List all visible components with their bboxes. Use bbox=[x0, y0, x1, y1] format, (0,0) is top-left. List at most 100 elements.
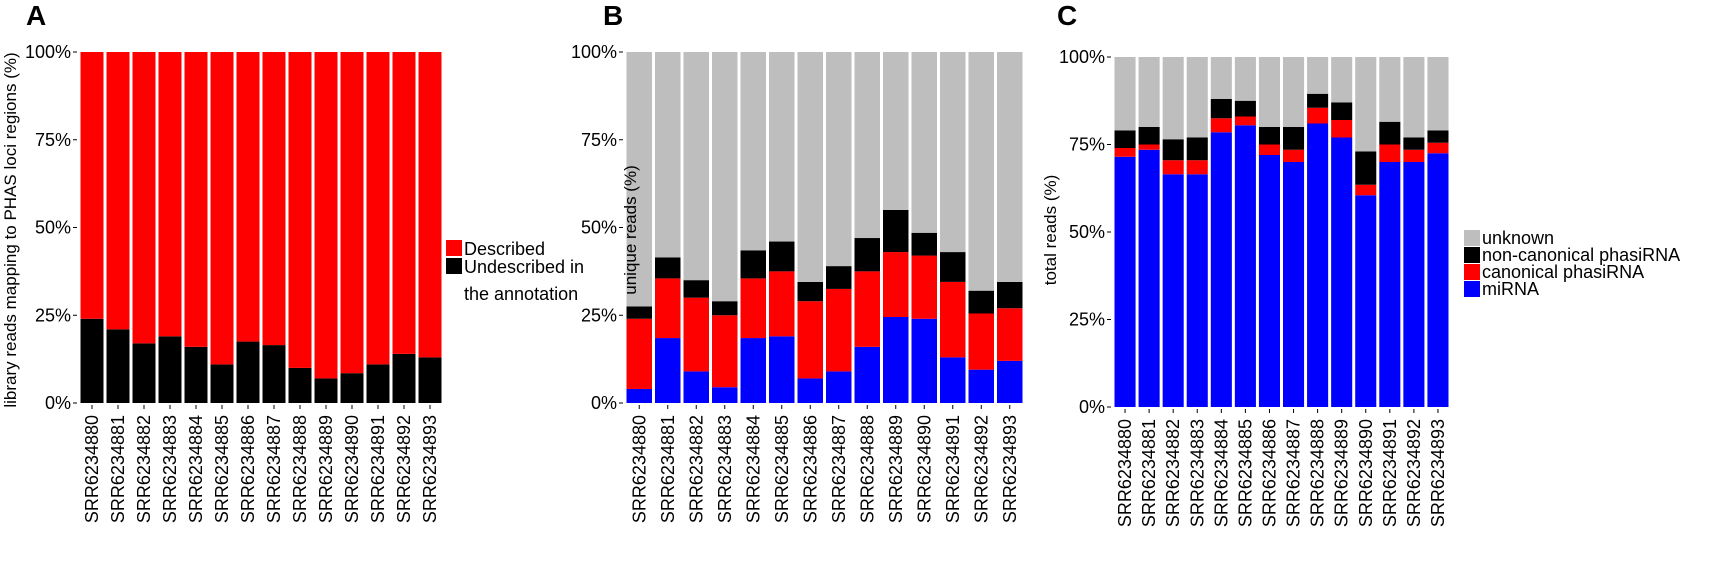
panel-a-ytick-label: 75% bbox=[35, 130, 71, 150]
panel-a-xtick-label: SRR6234885 bbox=[212, 415, 232, 523]
panel-c-xtick-label: SRR6234889 bbox=[1332, 419, 1352, 527]
panel-b-xtick-label: SRR6234881 bbox=[658, 415, 678, 523]
panel-b-bar-non-canonical-phasirna-srr6234889 bbox=[883, 209, 909, 253]
panel-c-bar-unknown-srr6234893 bbox=[1427, 57, 1449, 131]
panel-b-bar-unknown-srr6234891 bbox=[940, 52, 966, 253]
panel-b-xtick-label: SRR6234885 bbox=[772, 415, 792, 523]
panel-b-ytick-label: 75% bbox=[581, 130, 617, 150]
panel-a-xtick-label: SRR6234892 bbox=[394, 415, 414, 523]
panel-c-bar-unknown-srr6234888 bbox=[1307, 57, 1329, 94]
panel-b-xtick-label: SRR6234887 bbox=[829, 415, 849, 523]
panel-a-xtick-label: SRR6234880 bbox=[82, 415, 102, 523]
panel-c-bar-mirna-srr6234885 bbox=[1234, 125, 1256, 407]
panel-a-bar-described-srr6234883 bbox=[158, 52, 182, 337]
panel-c-bar-mirna-srr6234882 bbox=[1162, 174, 1184, 407]
panel-a-bar-undescribed-in-the-annotation-srr6234883 bbox=[158, 336, 182, 403]
panel-a-bar-described-srr6234893 bbox=[418, 52, 442, 358]
panel-a-xtick-label: SRR6234890 bbox=[342, 415, 362, 523]
panel-b-bar-canonical-phasirna-srr6234883 bbox=[712, 315, 738, 388]
panel-b-bar-non-canonical-phasirna-srr6234886 bbox=[797, 281, 823, 302]
panel-a-bar-described-srr6234887 bbox=[262, 52, 286, 346]
panel-c-y-axis-title: total reads (%) bbox=[1041, 175, 1060, 286]
panel-b-bar-canonical-phasirna-srr6234887 bbox=[826, 288, 852, 372]
panel-c-xtick-label: SRR6234893 bbox=[1428, 419, 1448, 527]
panel-b-bar-mirna-srr6234889 bbox=[883, 317, 909, 403]
panel-b-bar-canonical-phasirna-srr6234880 bbox=[626, 318, 652, 389]
panel-a-bar-undescribed-in-the-annotation-srr6234892 bbox=[392, 353, 416, 403]
panel-b-bar-non-canonical-phasirna-srr6234881 bbox=[655, 257, 681, 279]
panel-c-bar-canonical-phasirna-srr6234884 bbox=[1210, 118, 1232, 133]
panel-b-bar-non-canonical-phasirna-srr6234887 bbox=[826, 266, 852, 289]
panel-a-bar-described-srr6234889 bbox=[314, 52, 338, 379]
panel-c-bar-canonical-phasirna-srr6234882 bbox=[1162, 160, 1184, 175]
panel-a-bar-undescribed-in-the-annotation-srr6234882 bbox=[132, 343, 156, 403]
legend-label-mirna: miRNA bbox=[1482, 279, 1539, 299]
panel-b-bar-non-canonical-phasirna-srr6234880 bbox=[626, 306, 652, 319]
legend-swatch-undescribed bbox=[446, 258, 462, 274]
panel-c-bar-unknown-srr6234882 bbox=[1162, 57, 1184, 140]
panel-c-bar-mirna-srr6234887 bbox=[1283, 162, 1305, 407]
panel-b-bar-mirna-srr6234891 bbox=[940, 357, 966, 403]
panel-b-bar-unknown-srr6234885 bbox=[769, 52, 795, 242]
panel-c-bar-non-canonical-phasirna-srr6234890 bbox=[1355, 151, 1377, 185]
panel-c-bar-canonical-phasirna-srr6234888 bbox=[1307, 107, 1329, 124]
panel-b-bar-non-canonical-phasirna-srr6234892 bbox=[968, 290, 994, 314]
panel-b-bar-mirna-srr6234884 bbox=[740, 338, 766, 403]
panel-a-xtick-label: SRR6234887 bbox=[264, 415, 284, 523]
panel-c-bar-mirna-srr6234884 bbox=[1210, 132, 1232, 407]
panel-a-bar-undescribed-in-the-annotation-srr6234889 bbox=[314, 378, 338, 403]
panel-c-bar-unknown-srr6234891 bbox=[1379, 57, 1401, 122]
panel-b-xtick-label: SRR6234882 bbox=[686, 415, 706, 523]
panel-b-xtick-label: SRR6234891 bbox=[943, 415, 963, 523]
panel-b-bar-unknown-srr6234884 bbox=[740, 52, 766, 251]
panel-a-bar-undescribed-in-the-annotation-srr6234880 bbox=[80, 318, 104, 403]
panel-c-bar-canonical-phasirna-srr6234889 bbox=[1331, 120, 1353, 138]
panel-c-ytick-label: 100% bbox=[1059, 47, 1105, 67]
panel-b-bar-non-canonical-phasirna-srr6234883 bbox=[712, 301, 738, 316]
panel-b-bar-non-canonical-phasirna-srr6234885 bbox=[769, 241, 795, 272]
panel-c-bar-canonical-phasirna-srr6234880 bbox=[1114, 148, 1136, 157]
panel-b-xtick-label: SRR6234886 bbox=[800, 415, 820, 523]
panel-a-bar-undescribed-in-the-annotation-srr6234891 bbox=[366, 364, 390, 403]
panel-c-xtick-label: SRR6234892 bbox=[1404, 419, 1424, 527]
panel-c-bar-mirna-srr6234891 bbox=[1379, 162, 1401, 407]
panel-c-bar-mirna-srr6234880 bbox=[1114, 156, 1136, 407]
panel-c-xtick-label: SRR6234886 bbox=[1259, 419, 1279, 527]
panel-c-bar-non-canonical-phasirna-srr6234891 bbox=[1379, 121, 1401, 145]
panel-a-ytick-label: 0% bbox=[45, 393, 71, 413]
panel-b-bar-unknown-srr6234880 bbox=[626, 52, 652, 307]
panel-b-xtick-label: SRR6234884 bbox=[743, 415, 763, 523]
panel-b-bar-mirna-srr6234882 bbox=[683, 371, 709, 403]
panel-c-bar-unknown-srr6234885 bbox=[1234, 57, 1256, 101]
panel-b-xtick-label: SRR6234888 bbox=[857, 415, 877, 523]
panel-a-ytick-label: 50% bbox=[35, 218, 71, 238]
panel-letter-c: C bbox=[1057, 0, 1077, 31]
panel-b-bar-unknown-srr6234893 bbox=[997, 52, 1023, 282]
panel-c-bar-non-canonical-phasirna-srr6234892 bbox=[1403, 137, 1425, 150]
panel-b-bar-unknown-srr6234881 bbox=[655, 52, 681, 258]
legend-swatch-described bbox=[446, 240, 462, 256]
panel-c-bar-non-canonical-phasirna-srr6234881 bbox=[1138, 127, 1160, 145]
panel-b-bar-canonical-phasirna-srr6234885 bbox=[769, 271, 795, 337]
panel-a-bar-undescribed-in-the-annotation-srr6234881 bbox=[106, 329, 130, 403]
panel-a-bar-described-srr6234882 bbox=[132, 52, 156, 344]
panel-b-bar-mirna-srr6234893 bbox=[997, 360, 1023, 403]
panel-b-bar-canonical-phasirna-srr6234882 bbox=[683, 297, 709, 372]
legend-swatch-canonical-phasirna bbox=[1464, 264, 1480, 280]
panel-b-bar-canonical-phasirna-srr6234886 bbox=[797, 301, 823, 379]
panel-a-xtick-label: SRR6234891 bbox=[368, 415, 388, 523]
panel-a-xtick-label: SRR6234888 bbox=[290, 415, 310, 523]
panel-a-bar-described-srr6234880 bbox=[80, 52, 104, 319]
panel-b-bar-unknown-srr6234890 bbox=[911, 52, 937, 233]
panel-b-bar-canonical-phasirna-srr6234889 bbox=[883, 252, 909, 318]
panel-c-xtick-label: SRR6234884 bbox=[1211, 419, 1231, 527]
legend-label-undescribed-line1: Undescribed in bbox=[464, 257, 584, 277]
panel-c-bar-mirna-srr6234893 bbox=[1427, 153, 1449, 407]
panel-b-xtick-label: SRR6234893 bbox=[1000, 415, 1020, 523]
panel-b-ytick-label: 0% bbox=[591, 393, 617, 413]
panel-letter-b: B bbox=[603, 0, 623, 31]
panel-b-bar-non-canonical-phasirna-srr6234893 bbox=[997, 281, 1023, 309]
panel-c-bar-non-canonical-phasirna-srr6234884 bbox=[1210, 99, 1232, 119]
panel-b-bar-canonical-phasirna-srr6234892 bbox=[968, 313, 994, 370]
